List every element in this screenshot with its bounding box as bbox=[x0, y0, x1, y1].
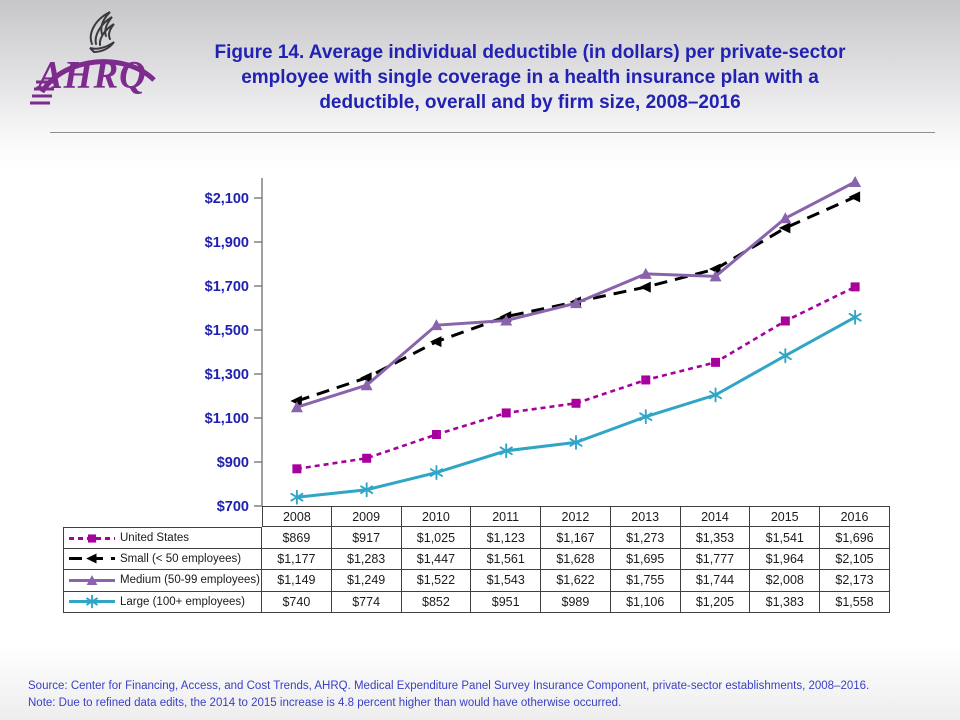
value-cell: $740 bbox=[262, 591, 332, 613]
svg-text:$1,900: $1,900 bbox=[205, 235, 249, 251]
square-legend-icon bbox=[69, 534, 115, 543]
figure-title-line3: deductible, overall and by firm size, 20… bbox=[319, 92, 741, 113]
year-header: 2014 bbox=[680, 506, 751, 528]
value-cell: $1,543 bbox=[471, 570, 542, 592]
header-divider bbox=[50, 132, 935, 133]
value-cell: $1,755 bbox=[610, 570, 681, 592]
footer-gradient bbox=[0, 645, 960, 720]
year-header: 2015 bbox=[750, 506, 821, 528]
legend-key: Medium (50-99 employees) bbox=[63, 570, 262, 592]
svg-text:$2,100: $2,100 bbox=[205, 191, 249, 207]
table-corner-spacer bbox=[63, 506, 262, 527]
value-cell: $1,353 bbox=[680, 527, 751, 549]
hhs-eagle-icon bbox=[30, 11, 156, 105]
svg-text:$1,300: $1,300 bbox=[205, 367, 249, 383]
year-header: 2008 bbox=[262, 506, 332, 528]
value-cell: $1,123 bbox=[471, 527, 542, 549]
value-cell: $852 bbox=[401, 591, 472, 613]
value-cell: $1,177 bbox=[262, 548, 332, 571]
year-header: 2013 bbox=[610, 506, 681, 528]
legend-label: Medium (50-99 employees) bbox=[120, 574, 260, 587]
legend-key: Small (< 50 employees) bbox=[63, 548, 262, 571]
value-cell: $1,167 bbox=[541, 527, 611, 549]
year-header: 2016 bbox=[820, 506, 890, 528]
data-table: 2008 2009 2010 2011 2012 2013 2014 2015 2016 Unit… bbox=[63, 506, 890, 613]
year-header: 2009 bbox=[331, 506, 402, 528]
value-cell: $1,273 bbox=[610, 527, 681, 549]
value-cell: $1,622 bbox=[541, 570, 611, 592]
value-cell: $2,173 bbox=[820, 570, 890, 592]
value-cell: $989 bbox=[541, 591, 611, 613]
asterisk-legend-icon bbox=[69, 594, 115, 609]
header-gradient bbox=[0, 0, 960, 170]
year-header: 2011 bbox=[471, 506, 542, 528]
svg-text:$900: $900 bbox=[217, 455, 249, 471]
value-cell: $917 bbox=[331, 527, 402, 549]
svg-text:$1,100: $1,100 bbox=[205, 411, 249, 427]
value-cell: $1,522 bbox=[401, 570, 472, 592]
value-cell: $1,964 bbox=[750, 548, 821, 571]
value-cell: $1,149 bbox=[262, 570, 332, 592]
value-cell: $1,541 bbox=[750, 527, 821, 549]
triangle-left-legend-icon bbox=[69, 554, 115, 564]
value-cell: $1,558 bbox=[820, 591, 890, 613]
value-cell: $1,696 bbox=[820, 527, 890, 549]
value-cell: $1,777 bbox=[680, 548, 751, 571]
legend-key: United States bbox=[63, 527, 262, 549]
value-cell: $1,695 bbox=[610, 548, 681, 571]
svg-text:$1,500: $1,500 bbox=[205, 323, 249, 339]
value-cell: $1,249 bbox=[331, 570, 402, 592]
legend-label: Small (< 50 employees) bbox=[120, 552, 242, 565]
value-cell: $1,744 bbox=[680, 570, 751, 592]
footer-notes: Source: Center for Financing, Access, an… bbox=[28, 678, 948, 712]
value-cell: $1,283 bbox=[331, 548, 402, 571]
legend-key: Large (100+ employees) bbox=[63, 591, 262, 613]
value-cell: $1,383 bbox=[750, 591, 821, 613]
value-cell: $1,106 bbox=[610, 591, 681, 613]
value-cell: $1,628 bbox=[541, 548, 611, 571]
value-cell: $1,561 bbox=[471, 548, 542, 571]
value-cell: $2,008 bbox=[750, 570, 821, 592]
legend-label: Large (100+ employees) bbox=[120, 595, 245, 608]
figure-title-line1: Figure 14. Average individual deductible… bbox=[214, 42, 846, 63]
triangle-up-legend-icon bbox=[69, 574, 115, 585]
year-header: 2010 bbox=[401, 506, 472, 528]
legend-label: United States bbox=[120, 532, 190, 545]
value-cell: $869 bbox=[262, 527, 332, 549]
figure-title-line2: employee with single coverage in a healt… bbox=[241, 67, 819, 88]
note-line: Note: Due to refined data edits, the 201… bbox=[28, 697, 622, 709]
ahrq-logo-text: AHRQ bbox=[38, 53, 147, 98]
source-line: Source: Center for Financing, Access, an… bbox=[28, 680, 870, 692]
year-header: 2012 bbox=[541, 506, 611, 528]
value-cell: $1,447 bbox=[401, 548, 472, 571]
value-cell: $951 bbox=[471, 591, 542, 613]
value-cell: $774 bbox=[331, 591, 402, 613]
value-cell: $1,205 bbox=[680, 591, 751, 613]
value-cell: $1,025 bbox=[401, 527, 472, 549]
value-cell: $2,105 bbox=[820, 548, 890, 571]
svg-text:$1,700: $1,700 bbox=[205, 279, 249, 295]
figure-title: Figure 14. Average individual deductible… bbox=[180, 40, 880, 115]
ahrq-logo: AHRQ bbox=[30, 4, 190, 119]
